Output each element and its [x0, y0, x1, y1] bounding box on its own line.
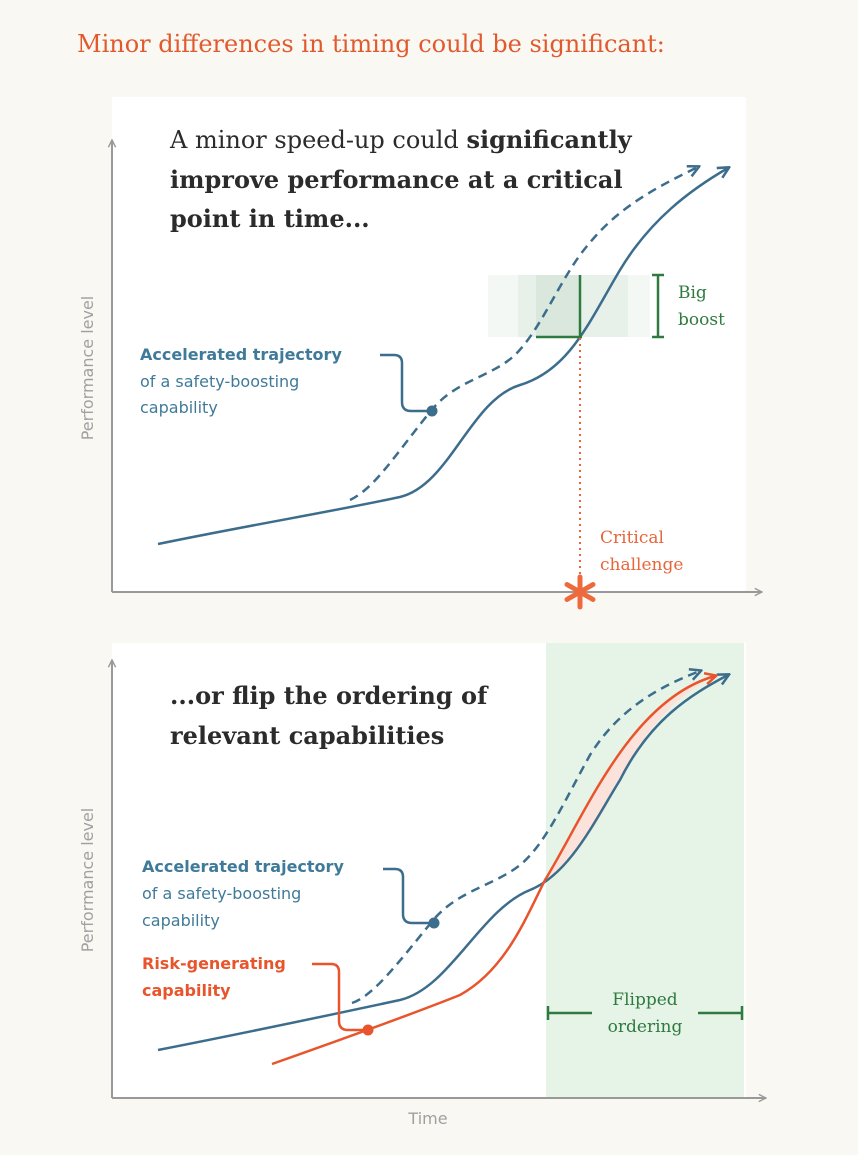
- accelerated-callout-dot-bottom: [428, 917, 440, 929]
- critical-challenge-asterisk-icon: [564, 574, 596, 610]
- panel1-heading-line2: improve performance at a critical: [170, 165, 623, 194]
- risk-label-line1: Risk-generating: [142, 954, 286, 973]
- accelerated-trajectory-bottom: [351, 671, 700, 1005]
- baseline-trajectory-top: [157, 168, 728, 546]
- panel2-heading-line1: ...or flip the ordering of: [170, 681, 489, 710]
- risk-label-line2: capability: [142, 981, 231, 1000]
- flipped-ordering-region: [546, 643, 744, 1098]
- y-axis-label-top: Performance level: [78, 296, 97, 441]
- big-boost-label-line1: Big: [678, 283, 707, 303]
- accelerated-callout-connector-bottom: [383, 867, 434, 925]
- accelerated-trajectory-top: [349, 167, 698, 502]
- big-boost-label-line2: boost: [678, 310, 725, 330]
- panel-bottom-background: [112, 643, 746, 1098]
- y-axis-label-bottom: Performance level: [78, 808, 97, 953]
- panel1-heading-line3: point in time...: [170, 204, 370, 233]
- figure-title: Minor differences in timing could be sig…: [77, 30, 665, 58]
- panel-top-background: [112, 97, 746, 592]
- accelerated-label-bold-top: Accelerated trajectory: [140, 345, 342, 364]
- accelerated-label-bold-bottom: Accelerated trajectory: [142, 857, 344, 876]
- panel2-heading-line2: relevant capabilities: [170, 721, 444, 750]
- panel1-heading-line1: A minor speed-up could significantly: [169, 125, 633, 154]
- big-boost-band: [488, 275, 650, 337]
- flipped-ordering-label-line2: ordering: [608, 1017, 683, 1037]
- critical-challenge-label-line1: Critical: [600, 528, 664, 548]
- x-axis-label-time: Time: [407, 1109, 447, 1128]
- accelerated-label-line3-top: capability: [140, 398, 218, 417]
- accelerated-label-line2-top: of a safety-boosting: [140, 372, 299, 391]
- critical-challenge-label-line2: challenge: [600, 555, 683, 575]
- risk-callout-connector: [312, 962, 368, 1032]
- ordering-gap-fill: [545, 676, 715, 880]
- accelerated-label-line2-bottom: of a safety-boosting: [142, 884, 301, 903]
- flipped-ordering-range-bar: [546, 1006, 744, 1020]
- accelerated-callout-connector-top: [380, 353, 432, 413]
- accelerated-label-line3-bottom: capability: [142, 911, 220, 930]
- big-boost-bracket: [652, 273, 664, 339]
- accelerated-callout-dot-top: [426, 405, 438, 417]
- flipped-ordering-label-line1: Flipped: [612, 990, 677, 1010]
- risk-callout-dot: [362, 1024, 374, 1036]
- baseline-trajectory-bottom: [157, 675, 728, 1052]
